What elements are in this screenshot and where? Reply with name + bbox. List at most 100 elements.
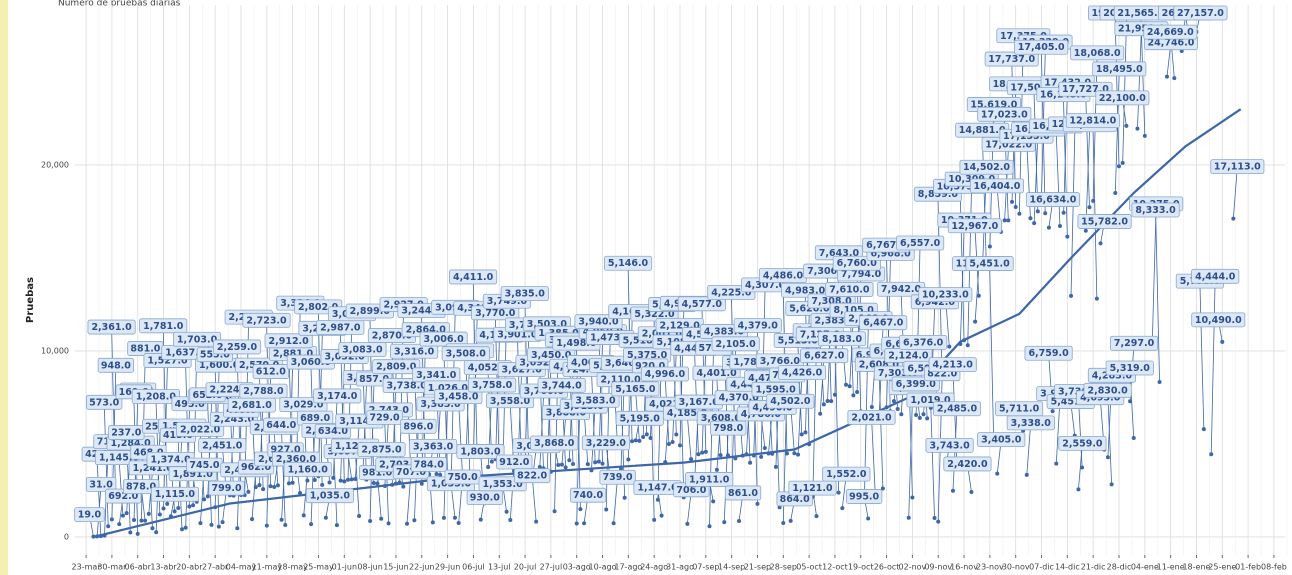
value-label-box xyxy=(1024,345,1073,361)
point xyxy=(419,481,424,486)
x-tick-label: 30-nov xyxy=(1002,563,1030,572)
x-tick-label: 01-jun xyxy=(332,563,357,572)
value-label-box xyxy=(313,388,362,404)
x-tick-label: 09-nov xyxy=(924,563,952,572)
value-label-box xyxy=(1025,192,1080,207)
x-tick-label: 29-jun xyxy=(435,563,460,572)
point xyxy=(1054,461,1059,466)
leader-line xyxy=(1107,390,1113,485)
point xyxy=(1164,74,1169,79)
point xyxy=(261,487,266,492)
x-tick-label: 16-nov xyxy=(950,563,978,572)
point xyxy=(600,461,605,466)
value-label: 6,376.0 xyxy=(903,337,944,348)
point xyxy=(91,534,96,539)
point xyxy=(659,513,664,518)
point xyxy=(489,459,494,464)
side-strip xyxy=(0,0,8,575)
value-label-box xyxy=(264,333,313,349)
value-label: 5,146.0 xyxy=(608,258,649,269)
value-label-box xyxy=(357,442,406,457)
point xyxy=(320,482,325,487)
value-label: 878.0 xyxy=(126,482,156,493)
point xyxy=(1135,126,1140,131)
value-label: 5,711.0 xyxy=(999,404,1040,415)
leader-line xyxy=(376,472,382,519)
value-label: 4,502.0 xyxy=(770,396,811,407)
point xyxy=(1131,436,1136,441)
point xyxy=(154,530,159,535)
value-label: 4,577.0 xyxy=(682,299,723,310)
point xyxy=(648,435,653,440)
value-label: 7,610.0 xyxy=(829,284,870,295)
point xyxy=(216,524,221,529)
point xyxy=(666,442,671,447)
point xyxy=(1061,210,1066,215)
value-label: 6,557.0 xyxy=(900,238,941,249)
value-label-box xyxy=(1143,24,1198,40)
point xyxy=(582,521,587,526)
point xyxy=(725,453,730,458)
value-label: 3,032.0 xyxy=(324,352,365,363)
value-label: 1,241.0 xyxy=(133,463,174,474)
value-label: 3,060.0 xyxy=(291,357,332,368)
point xyxy=(375,481,380,486)
point xyxy=(740,453,745,458)
point xyxy=(264,523,269,528)
point xyxy=(390,482,395,487)
x-tick-label: 20-abr xyxy=(176,563,203,572)
value-label-box xyxy=(943,456,992,472)
x-tick-label: 23-mar xyxy=(72,563,102,572)
point xyxy=(508,517,513,522)
value-label-box xyxy=(777,365,827,381)
point xyxy=(202,497,207,502)
value-label: 1,128.0 xyxy=(335,441,376,452)
leader-line xyxy=(1151,203,1157,346)
leader-line xyxy=(930,399,935,519)
leader-line xyxy=(1155,209,1160,382)
point xyxy=(906,515,911,520)
value-label: 10,233.0 xyxy=(922,290,969,301)
leader-line xyxy=(118,457,124,516)
x-tick-label: 28-sep xyxy=(770,563,797,572)
value-label: 3,244.0 xyxy=(401,306,442,317)
value-label-box xyxy=(640,366,689,382)
point xyxy=(947,344,952,349)
value-label-box xyxy=(1092,61,1147,77)
point xyxy=(611,521,616,526)
value-label-box xyxy=(122,479,160,495)
point xyxy=(452,515,457,520)
value-label: 1,498.0 xyxy=(556,338,597,349)
x-tick-label: 06-abr xyxy=(125,563,152,572)
point xyxy=(272,484,277,489)
value-label-box xyxy=(1070,45,1125,61)
point xyxy=(1091,198,1096,203)
leader-line xyxy=(1026,422,1032,475)
value-label: 6,760.0 xyxy=(837,258,878,269)
x-tick-label: 18-may xyxy=(277,563,308,572)
value-label: 4,021.0 xyxy=(649,399,690,410)
value-label: 22,100.0 xyxy=(1099,93,1146,104)
point xyxy=(349,477,354,482)
point xyxy=(703,449,708,454)
point xyxy=(689,457,694,462)
point xyxy=(342,479,347,484)
point xyxy=(353,477,358,482)
x-tick-label: 23-nov xyxy=(976,563,1004,572)
value-label: 16,404.0 xyxy=(973,181,1020,192)
leader-line xyxy=(111,327,116,494)
point xyxy=(379,516,384,521)
value-label-box xyxy=(788,480,837,496)
value-label-box xyxy=(496,454,533,470)
point xyxy=(168,514,173,519)
value-label: 4,473.0 xyxy=(748,373,789,384)
point xyxy=(150,526,155,531)
x-tick-label: 25-may xyxy=(303,563,334,572)
value-label-box xyxy=(724,485,762,501)
value-label: 724.0 xyxy=(566,364,596,375)
value-label-box xyxy=(1095,90,1150,106)
value-label-box xyxy=(925,437,974,453)
point xyxy=(1201,427,1206,432)
point xyxy=(759,454,764,459)
